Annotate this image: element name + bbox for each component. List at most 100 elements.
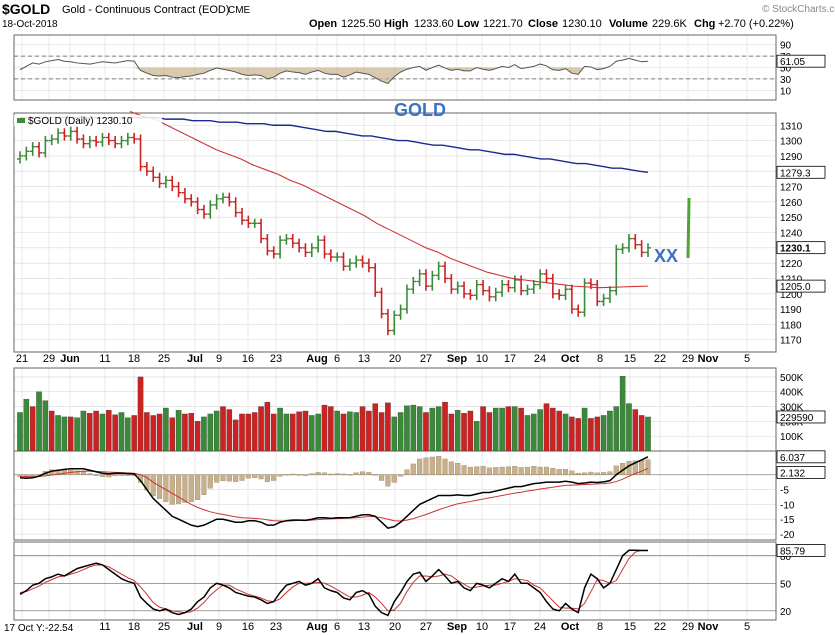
price-y-tick: 1200: [780, 290, 803, 301]
volume-bar: [391, 416, 398, 452]
volume-bar: [638, 415, 645, 452]
x-tick-label-bottom: Aug: [306, 621, 327, 633]
volume-bar: [150, 415, 156, 452]
macd-hist-bar: [99, 474, 106, 477]
open-value: 1225.50: [341, 18, 381, 30]
volume-bar: [575, 418, 581, 452]
volume-bar: [321, 404, 328, 452]
macd-hist-bar: [385, 474, 391, 487]
macd-hist-bar: [220, 474, 226, 482]
volume-bar: [416, 406, 423, 452]
volume-bar: [245, 413, 252, 452]
macd-hist-bar: [353, 472, 359, 475]
macd-hist-bar: [398, 474, 404, 477]
macd-hist-bar: [404, 469, 410, 475]
macd-hist-bar: [486, 467, 492, 475]
price-y-tick: 1260: [780, 198, 803, 209]
price-tag-box: [776, 165, 826, 179]
macd-hist-bar: [296, 474, 302, 476]
volume-bar: [480, 406, 486, 452]
volume-bar: [182, 413, 188, 452]
price-y-tick: 1190: [780, 305, 802, 316]
volume-bar: [632, 409, 639, 452]
rsi-tag-box: [776, 54, 826, 68]
volume-value: 229.6K: [652, 18, 688, 30]
macd-tag: 6.037: [780, 453, 805, 464]
description-label: Gold - Continuous Contract (EOD): [62, 4, 230, 16]
volume-bar: [423, 412, 429, 452]
macd-hist-bar: [455, 463, 461, 475]
x-tick-label: Aug: [306, 353, 327, 365]
rsi-y-tick: 90: [780, 41, 792, 52]
volume-bar: [290, 413, 296, 452]
macd-hist-bar: [417, 458, 423, 475]
x-tick-label-bottom: Nov: [698, 621, 720, 633]
x-tick-label: 21: [16, 353, 28, 365]
macd-hist-bar: [264, 474, 270, 482]
macd-hist-bar: [118, 474, 125, 476]
x-tick-label-bottom: 6: [334, 621, 340, 633]
volume-bar: [537, 409, 543, 452]
volume-bar: [366, 410, 372, 452]
volume-bar: [169, 417, 175, 452]
macd-y-tick: -5: [780, 486, 789, 497]
price-y-tick: 1170: [780, 336, 802, 347]
macd-hist-bar: [201, 474, 207, 495]
stoch-k-line: [19, 549, 648, 617]
vol-y-tick: 400K: [780, 388, 804, 399]
macd-hist-bar: [188, 474, 194, 502]
volume-bar: [201, 416, 207, 452]
volume-bar: [556, 410, 562, 452]
macd-hist-bar: [480, 466, 486, 475]
volume-bar: [61, 416, 68, 452]
macd-hist-bar: [226, 474, 232, 482]
volume-bar: [239, 413, 245, 452]
rsi-fill: [20, 67, 648, 84]
x-tick-label: 23: [270, 353, 282, 365]
macd-hist-bar: [347, 474, 353, 476]
macd-hist-bar: [87, 473, 93, 475]
macd-hist-bar: [182, 474, 188, 503]
macd-y-tick: -10: [780, 500, 795, 511]
volume-bar: [106, 410, 112, 452]
price-tag: 1205.0: [780, 282, 811, 293]
price-legend: $GOLD (Daily) 1230.10: [28, 116, 133, 127]
volume-bar: [87, 413, 93, 452]
stoch-tag: 85.79: [780, 546, 805, 557]
x-tick-label: 29: [43, 353, 55, 365]
macd-hist-bar: [315, 472, 321, 475]
volume-bar: [594, 416, 601, 452]
macd-hist-bar: [524, 466, 531, 475]
macd-hist-bar: [594, 472, 600, 475]
x-tick-label: 18: [128, 353, 140, 365]
x-tick-label-bottom: 5: [744, 621, 750, 633]
volume-bar: [23, 398, 30, 452]
volume-bar: [36, 391, 42, 452]
macd-hist-bar: [607, 471, 613, 475]
x-tick-label-bottom: 13: [358, 621, 370, 633]
macd-hist-bar: [366, 472, 372, 475]
price-y-tick: 1240: [780, 229, 803, 240]
rsi-y-tick: 30: [780, 75, 792, 86]
macd-hist-bar: [423, 457, 429, 475]
volume-bar: [562, 413, 569, 452]
price-y-tick: 1290: [780, 152, 803, 163]
volume-bar: [48, 410, 55, 452]
macd-hist-bar: [429, 456, 435, 475]
volume-bar: [156, 413, 163, 452]
volume-bar: [213, 410, 220, 452]
volume-bar: [226, 409, 233, 452]
volume-bar: [397, 412, 404, 452]
macd-hist-bar: [271, 474, 277, 481]
macd-hist-bar: [372, 474, 378, 476]
macd-hist-bar: [233, 474, 239, 482]
gold-annotation: GOLD: [394, 100, 446, 120]
footer-bg: [2, 621, 88, 633]
macd-hist-bar: [112, 474, 118, 477]
macd-y-tick: -15: [780, 515, 795, 526]
axes: 21212929JunJun111118182525JulJul99161623…: [16, 41, 826, 633]
rsi-y-tick: 50: [780, 64, 792, 75]
volume-bar: [93, 410, 99, 452]
chg-value: +2.70 (+0.22%): [718, 18, 794, 30]
